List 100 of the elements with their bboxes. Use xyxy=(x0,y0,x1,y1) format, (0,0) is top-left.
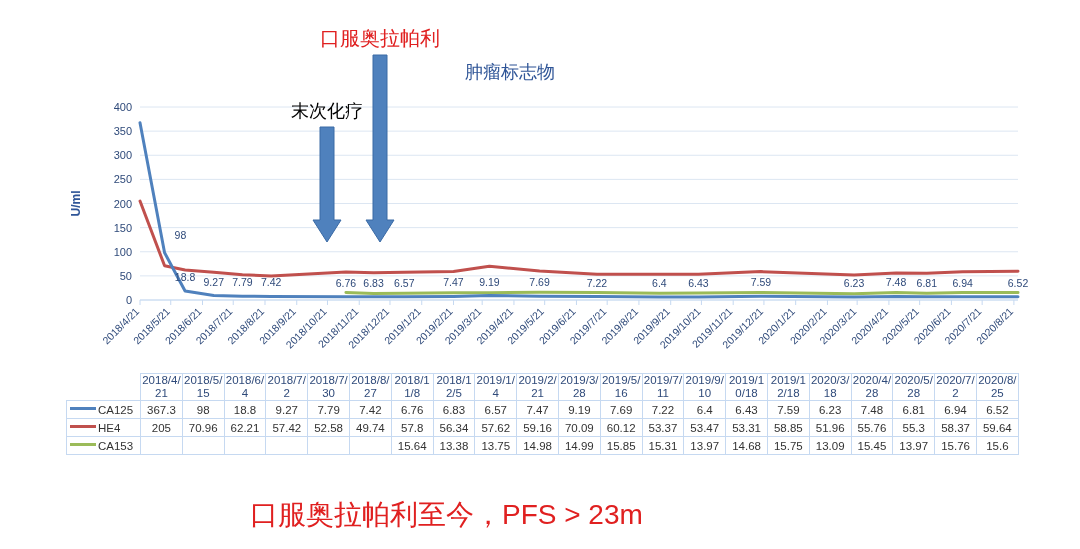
data-label: 57.42 xyxy=(265,418,308,437)
category-label: 2018/4/21 xyxy=(140,373,183,401)
data-label: 13.09 xyxy=(809,436,852,455)
data-label: 6.43 xyxy=(688,276,709,289)
data-label: 98 xyxy=(182,400,225,419)
data-label: 14.68 xyxy=(725,436,768,455)
data-label: 7.22 xyxy=(586,276,608,289)
data-label: 6.83 xyxy=(433,400,475,419)
data-label: 58.37 xyxy=(934,418,977,437)
data-label: 6.81 xyxy=(916,276,938,289)
legend-label: CA125 xyxy=(66,400,141,419)
data-label: 55.3 xyxy=(892,418,935,437)
data-label: 7.42 xyxy=(349,400,392,419)
data-label: 7.69 xyxy=(600,400,643,419)
legend-label: HE4 xyxy=(66,418,141,437)
data-label: 55.76 xyxy=(851,418,893,437)
data-label: 15.76 xyxy=(934,436,977,455)
data-label: 9.27 xyxy=(265,400,308,419)
data-label: 98 xyxy=(174,228,187,241)
data-label: 57.62 xyxy=(474,418,517,437)
y-tick-label: 50 xyxy=(119,269,132,282)
data-label: 15.45 xyxy=(851,436,893,455)
data-label: 7.48 xyxy=(885,276,907,289)
category-label: 2019/12/18 xyxy=(767,373,810,401)
y-axis-title: U/ml xyxy=(69,190,83,217)
data-label: 52.58 xyxy=(307,418,350,437)
data-label: 53.31 xyxy=(725,418,768,437)
data-label: 53.37 xyxy=(642,418,684,437)
data-label: 18.8 xyxy=(224,400,266,419)
category-label: 2018/6/4 xyxy=(224,373,266,401)
data-label: 9.19 xyxy=(558,400,601,419)
data-label: 6.4 xyxy=(652,276,667,289)
data-label: 15.85 xyxy=(600,436,643,455)
data-label: 14.99 xyxy=(558,436,601,455)
data-label: 6.76 xyxy=(391,400,434,419)
data-label: 15.64 xyxy=(391,436,434,455)
category-label: 2018/5/15 xyxy=(182,373,225,401)
category-label: 2019/2/21 xyxy=(516,373,559,401)
data-label: 51.96 xyxy=(809,418,852,437)
data-label: 7.69 xyxy=(529,276,550,289)
data-label: 6.81 xyxy=(892,400,935,419)
data-label: 13.75 xyxy=(474,436,517,455)
data-label: 205 xyxy=(140,418,183,437)
data-label: 49.74 xyxy=(349,418,392,437)
data-label: 6.94 xyxy=(934,400,977,419)
data-label: 13.97 xyxy=(683,436,726,455)
category-label: 2018/11/8 xyxy=(391,373,434,401)
category-label: 2018/8/27 xyxy=(349,373,392,401)
category-label: 2020/3/18 xyxy=(809,373,852,401)
data-label: 58.85 xyxy=(767,418,810,437)
y-tick-label: 200 xyxy=(113,197,132,210)
text: 口服奥拉帕利 xyxy=(320,27,440,49)
data-label: 6.57 xyxy=(474,400,517,419)
data-label: 59.16 xyxy=(516,418,559,437)
category-label: 2020/4/28 xyxy=(851,373,893,401)
category-label: 2020/7/2 xyxy=(934,373,977,401)
data-label: 6.83 xyxy=(363,276,384,289)
data-label: 15.31 xyxy=(642,436,684,455)
data-label: 53.47 xyxy=(683,418,726,437)
data-label: 6.76 xyxy=(335,276,357,289)
data-label: 7.79 xyxy=(307,400,350,419)
data-label: 14.98 xyxy=(516,436,559,455)
data-label: 56.34 xyxy=(433,418,475,437)
data-label: 57.8 xyxy=(391,418,434,437)
category-label: 2018/7/30 xyxy=(307,373,350,401)
category-label: 2018/7/2 xyxy=(265,373,308,401)
category-label: 2020/8/25 xyxy=(976,373,1019,401)
data-label: 7.47 xyxy=(516,400,559,419)
y-tick-label: 400 xyxy=(113,101,132,113)
data-label: 367.3 xyxy=(140,400,183,419)
category-label: 2019/7/11 xyxy=(642,373,684,401)
y-tick-label: 100 xyxy=(113,245,132,258)
data-label: 7.42 xyxy=(260,276,282,289)
data-label: 6.57 xyxy=(394,276,415,289)
data-label: 59.64 xyxy=(976,418,1019,437)
text: 口服奥拉帕利至今，PFS > 23m xyxy=(250,499,643,530)
y-tick-label: 150 xyxy=(113,221,132,234)
data-label: 7.59 xyxy=(767,400,810,419)
data-label: 7.47 xyxy=(443,276,464,289)
data-label: 13.38 xyxy=(433,436,475,455)
data-label: 15.75 xyxy=(767,436,810,455)
data-label: 62.21 xyxy=(224,418,266,437)
category-label: 2019/1/4 xyxy=(474,373,517,401)
data-label: 13.97 xyxy=(892,436,935,455)
data-label: 6.43 xyxy=(725,400,768,419)
data-label: 6.23 xyxy=(843,276,865,289)
data-label: 6.94 xyxy=(952,276,974,289)
data-label: 6.52 xyxy=(976,400,1019,419)
annotation: 末次化疗 xyxy=(291,101,363,121)
data-label: 15.6 xyxy=(976,436,1019,455)
data-label: 60.12 xyxy=(600,418,643,437)
data-label: 7.48 xyxy=(851,400,893,419)
data-label: 6.4 xyxy=(683,400,726,419)
data-label: 6.52 xyxy=(1007,276,1029,289)
y-tick-label: 250 xyxy=(113,173,132,186)
data-label: 7.22 xyxy=(642,400,684,419)
data-label: 9.19 xyxy=(479,275,500,288)
data-label: 9.27 xyxy=(203,275,225,288)
category-label: 2020/5/28 xyxy=(892,373,935,401)
data-label: 6.23 xyxy=(809,400,852,419)
